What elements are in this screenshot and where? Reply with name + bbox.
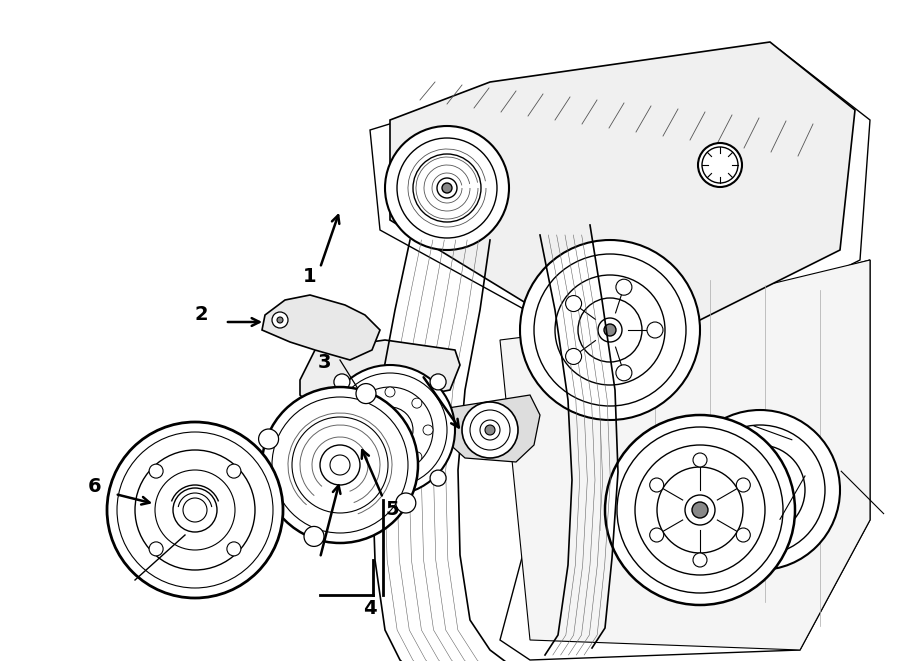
Circle shape [442,183,452,193]
Circle shape [650,528,663,542]
Circle shape [693,553,707,567]
Circle shape [258,429,279,449]
Circle shape [423,425,433,435]
Circle shape [262,387,418,543]
Circle shape [565,295,581,311]
Circle shape [698,143,742,187]
Circle shape [292,417,388,513]
Polygon shape [262,295,380,360]
Text: 6: 6 [88,477,102,496]
Circle shape [693,453,707,467]
Text: 5: 5 [385,500,399,519]
Circle shape [685,495,715,525]
Circle shape [534,254,686,406]
Circle shape [650,478,663,492]
Circle shape [736,528,751,542]
Circle shape [462,402,518,458]
Circle shape [692,502,708,518]
Circle shape [356,383,376,404]
Circle shape [520,240,700,420]
Circle shape [598,318,622,342]
Circle shape [735,465,785,515]
Circle shape [272,397,408,533]
Circle shape [304,526,324,547]
Circle shape [347,387,433,473]
Circle shape [358,452,368,462]
Circle shape [358,398,368,408]
Circle shape [227,464,241,478]
Polygon shape [390,42,855,330]
Circle shape [385,126,509,250]
Circle shape [272,312,288,328]
Circle shape [578,298,642,362]
Circle shape [334,470,350,486]
Circle shape [555,275,665,385]
Polygon shape [445,395,540,462]
Circle shape [413,154,481,222]
Circle shape [325,365,455,495]
Circle shape [149,464,163,478]
Text: 1: 1 [303,267,317,286]
Polygon shape [300,340,460,415]
Circle shape [367,407,413,453]
Circle shape [605,415,795,605]
Circle shape [430,470,446,486]
Circle shape [565,348,581,364]
Circle shape [657,467,743,553]
Circle shape [412,398,422,408]
Circle shape [277,317,283,323]
Circle shape [347,425,357,435]
Circle shape [333,373,447,487]
Polygon shape [500,260,870,660]
Circle shape [617,427,783,593]
Circle shape [736,478,751,492]
Circle shape [437,178,457,198]
Circle shape [396,493,416,513]
Circle shape [604,324,616,336]
Circle shape [647,322,663,338]
Circle shape [485,425,495,435]
Text: 4: 4 [363,599,376,618]
Circle shape [480,420,500,440]
Circle shape [412,452,422,462]
Circle shape [155,470,235,550]
Circle shape [135,450,255,570]
Circle shape [334,374,350,390]
Polygon shape [500,260,870,650]
Text: 2: 2 [195,305,209,324]
Circle shape [173,488,217,532]
Circle shape [330,455,350,475]
Text: 3: 3 [318,353,331,372]
Circle shape [702,147,738,183]
Circle shape [183,498,207,522]
Circle shape [320,445,360,485]
Circle shape [635,445,765,575]
Circle shape [374,414,406,446]
Circle shape [695,425,825,555]
Polygon shape [370,50,870,340]
Circle shape [616,279,632,295]
Circle shape [149,542,163,556]
Circle shape [752,482,768,498]
Circle shape [385,387,395,397]
Circle shape [680,410,840,570]
Circle shape [616,365,632,381]
Circle shape [470,410,510,450]
Circle shape [715,445,805,535]
Circle shape [107,422,283,598]
Circle shape [397,138,497,238]
Circle shape [385,463,395,473]
Circle shape [430,374,446,390]
Circle shape [117,432,273,588]
Circle shape [227,542,241,556]
